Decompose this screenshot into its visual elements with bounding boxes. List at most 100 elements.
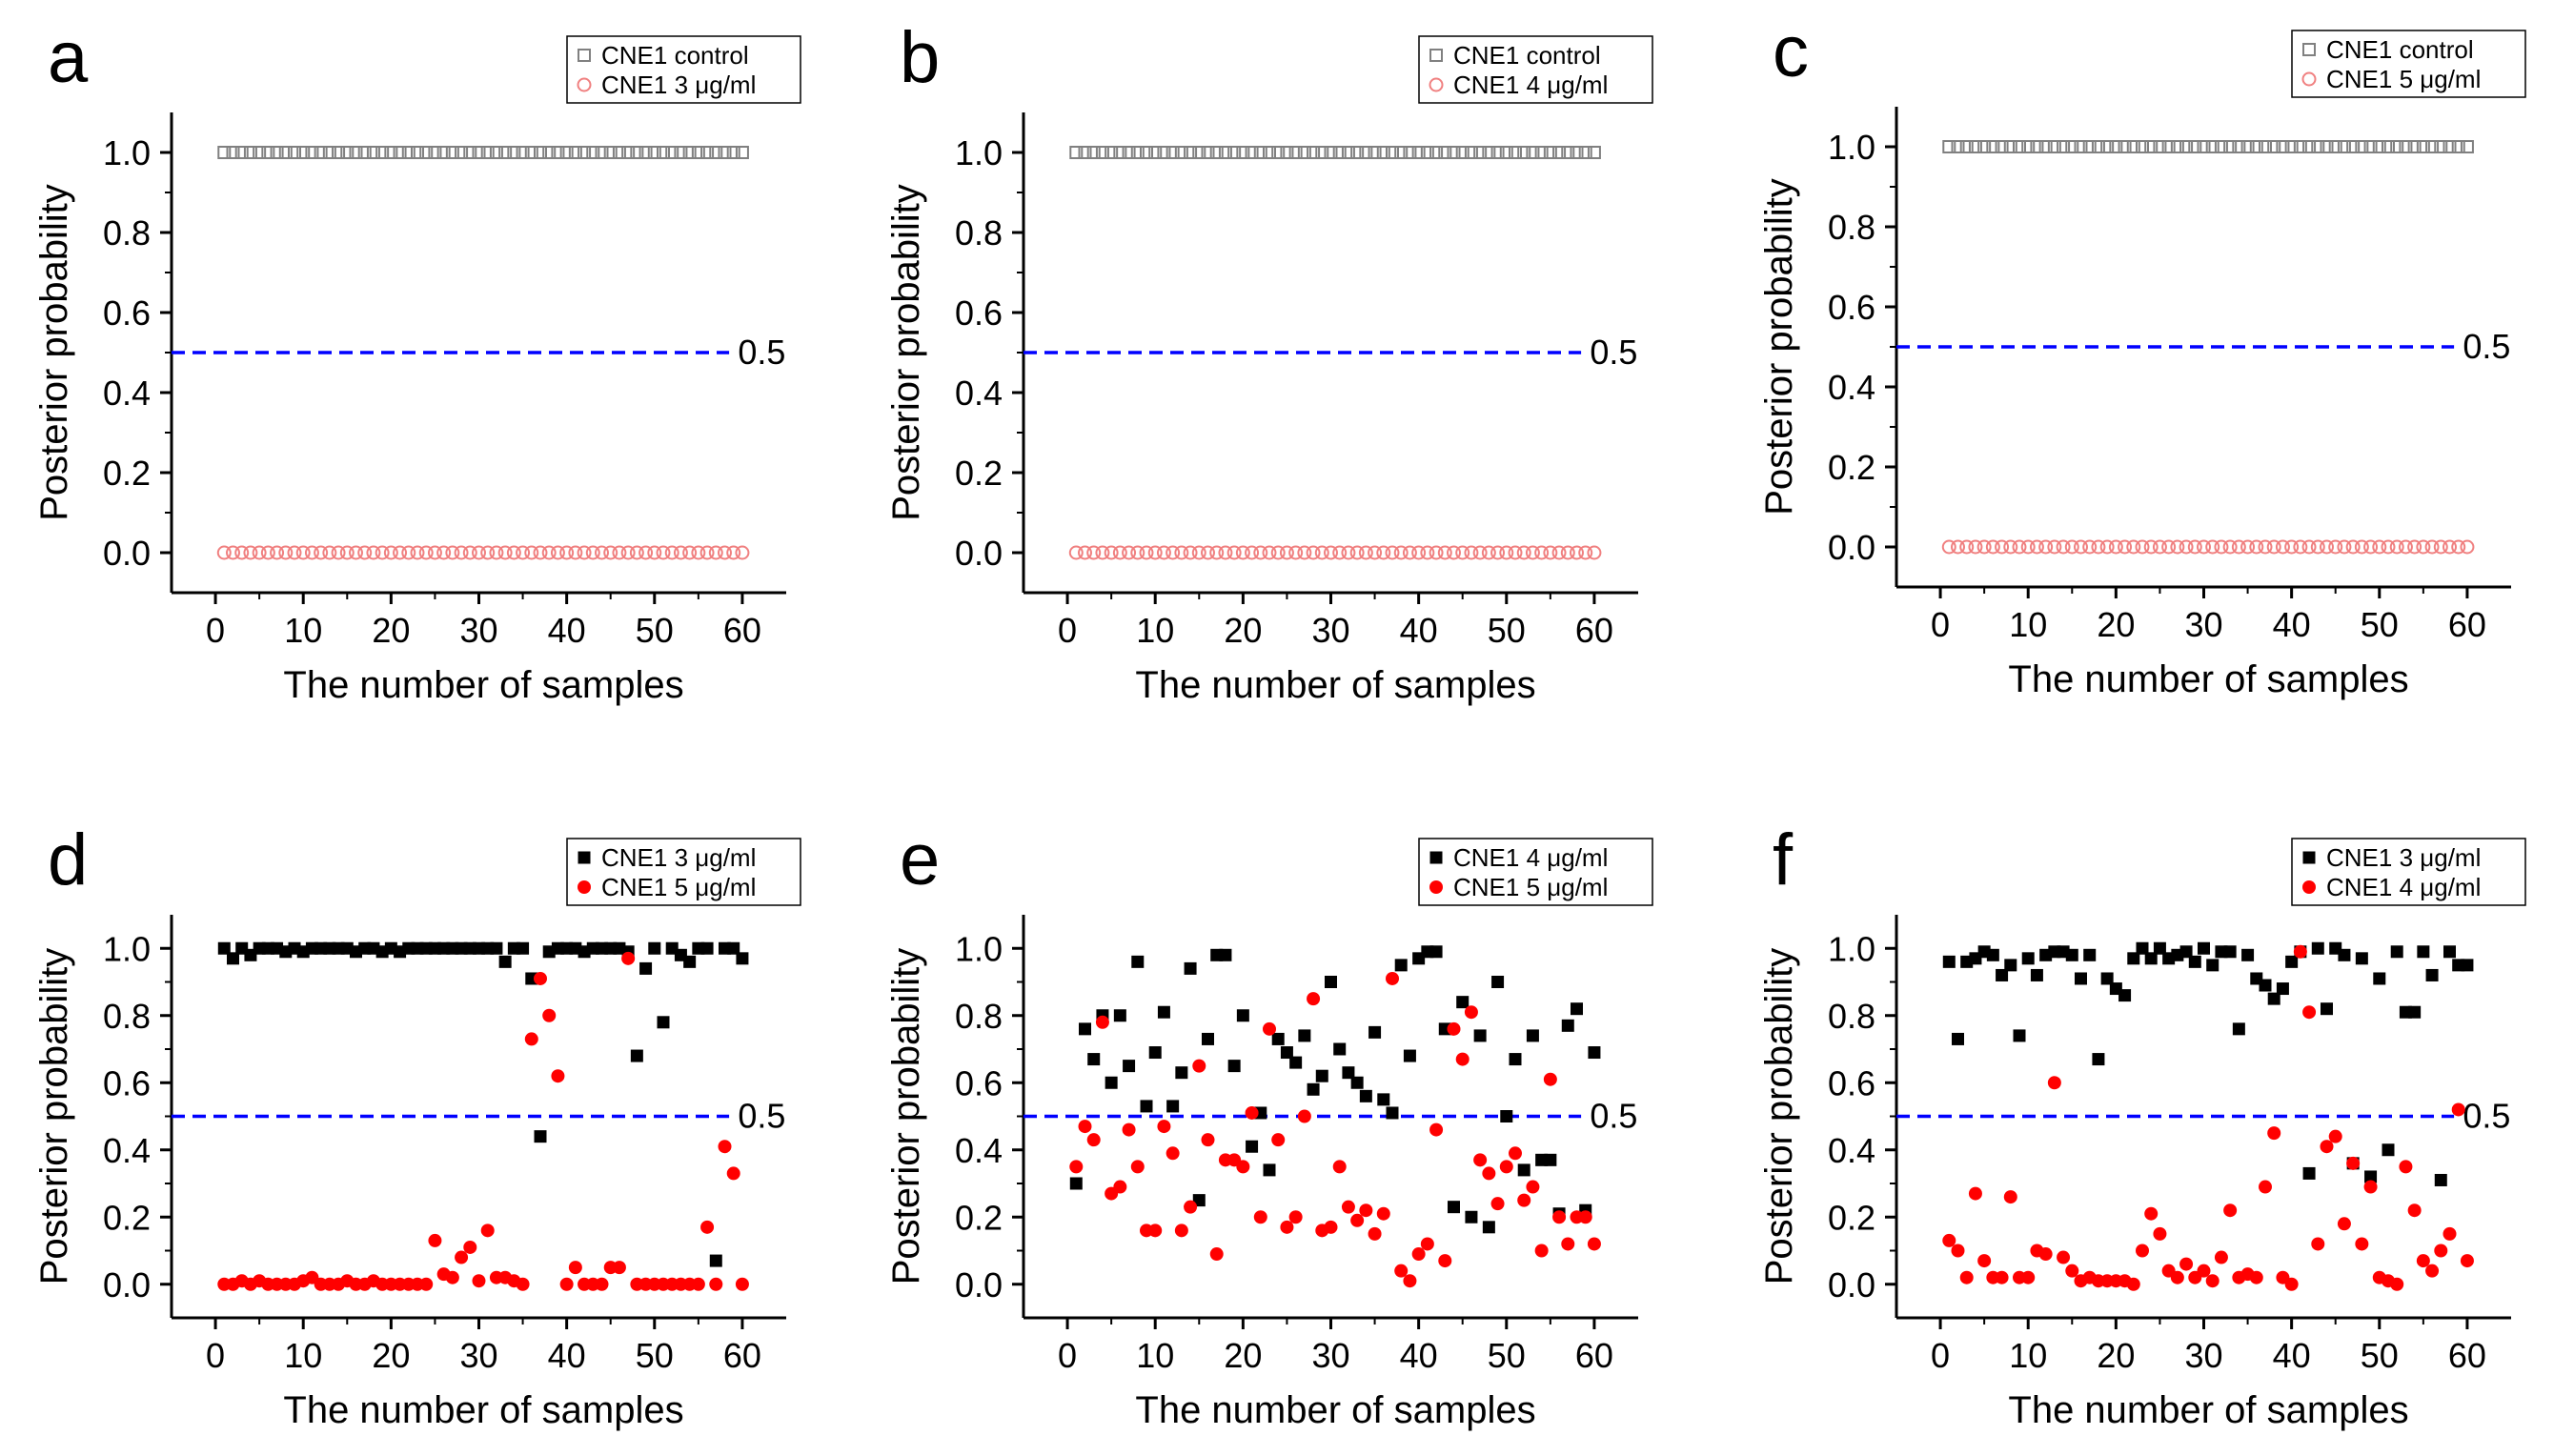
data-point [234, 545, 250, 560]
data-point [1429, 146, 1444, 159]
data-point [1263, 1163, 1276, 1177]
data-point [1544, 1153, 1557, 1166]
data-point [709, 1254, 722, 1267]
data-point [2082, 140, 2097, 153]
data-point [1086, 1133, 1101, 1147]
series-2 [1941, 539, 2475, 555]
x-tick-label: 40 [2273, 1336, 2311, 1375]
data-point [1078, 545, 1092, 560]
data-point [1253, 1210, 1267, 1224]
data-point [1968, 140, 1982, 153]
data-point [1263, 1021, 1276, 1036]
data-point [1130, 1160, 1145, 1174]
data-point [2074, 539, 2088, 555]
data-point [2127, 952, 2140, 965]
legend-box [566, 838, 801, 906]
data-point [2144, 952, 2158, 965]
data-point [657, 146, 670, 159]
data-point [2136, 1244, 2149, 1258]
data-point [1078, 146, 1092, 159]
data-point [2355, 952, 2368, 965]
data-point [665, 146, 679, 159]
data-point [322, 146, 336, 159]
data-point [454, 545, 469, 560]
y-tick-label: 0.8 [1828, 997, 1875, 1036]
data-point [1253, 146, 1267, 159]
data-point [1201, 146, 1215, 159]
data-point [2416, 539, 2431, 555]
data-point [1359, 1203, 1373, 1218]
data-point [2434, 1244, 2448, 1258]
data-point [2276, 982, 2289, 996]
data-point [1297, 545, 1312, 560]
data-point [1087, 1053, 1101, 1066]
data-point [2434, 140, 2448, 153]
data-point [2382, 140, 2395, 153]
data-point [1438, 146, 1452, 159]
data-point [639, 961, 653, 975]
data-point [1977, 1254, 1992, 1268]
data-point [2126, 1277, 2140, 1291]
data-point [709, 1277, 723, 1291]
data-point [234, 146, 249, 159]
data-point [2118, 140, 2132, 153]
data-point [1219, 948, 1232, 961]
data-point [1561, 146, 1575, 159]
data-point [664, 545, 679, 560]
data-point [322, 545, 337, 560]
data-point [2223, 140, 2238, 153]
data-point [2126, 140, 2140, 153]
data-point [1561, 1019, 1574, 1032]
data-point [638, 545, 654, 560]
data-point [1166, 545, 1181, 560]
data-point [1174, 1223, 1188, 1238]
data-point [2346, 140, 2361, 153]
data-point [2266, 539, 2281, 555]
data-point [2030, 140, 2044, 153]
data-point [1473, 146, 1488, 159]
data-point [2170, 140, 2184, 153]
x-tick-label: 10 [1136, 1336, 1174, 1375]
data-point [1245, 545, 1260, 560]
data-point [726, 545, 741, 560]
data-point [1148, 1046, 1162, 1060]
data-point [1325, 976, 1337, 988]
data-point [2390, 140, 2404, 153]
data-point [2407, 539, 2422, 555]
data-point [1996, 968, 2009, 981]
data-point [2249, 539, 2264, 555]
data-point [1995, 1270, 2009, 1284]
legend-marker [1429, 49, 1443, 62]
data-point [1464, 1005, 1478, 1020]
legend-label: CNE1 3 μg/ml [601, 843, 756, 872]
data-point [339, 545, 355, 560]
data-point [2100, 972, 2114, 985]
data-point [1942, 1233, 1956, 1247]
data-point [1324, 1220, 1338, 1234]
data-point [1508, 545, 1523, 560]
legend-box [2291, 30, 2526, 98]
data-point [314, 545, 329, 560]
data-point [2372, 140, 2386, 153]
data-point [1271, 1032, 1285, 1045]
data-point [1157, 146, 1171, 159]
data-point [1368, 146, 1382, 159]
legend-label: CNE1 5 μg/ml [1453, 873, 1608, 901]
data-point [304, 545, 319, 560]
x-tick-label: 0 [1058, 611, 1077, 650]
data-point [585, 545, 600, 560]
data-point [2126, 539, 2141, 555]
data-point [497, 545, 513, 560]
data-point [1113, 1009, 1126, 1022]
data-point [2153, 941, 2166, 955]
data-point [1473, 1153, 1488, 1167]
data-point [1280, 146, 1294, 159]
data-point [1995, 539, 2010, 555]
data-point [2075, 972, 2087, 985]
data-point [2390, 1277, 2404, 1291]
data-point [252, 545, 267, 560]
data-point [736, 952, 749, 965]
legend-marker [2302, 880, 2316, 894]
data-point [524, 1032, 538, 1046]
